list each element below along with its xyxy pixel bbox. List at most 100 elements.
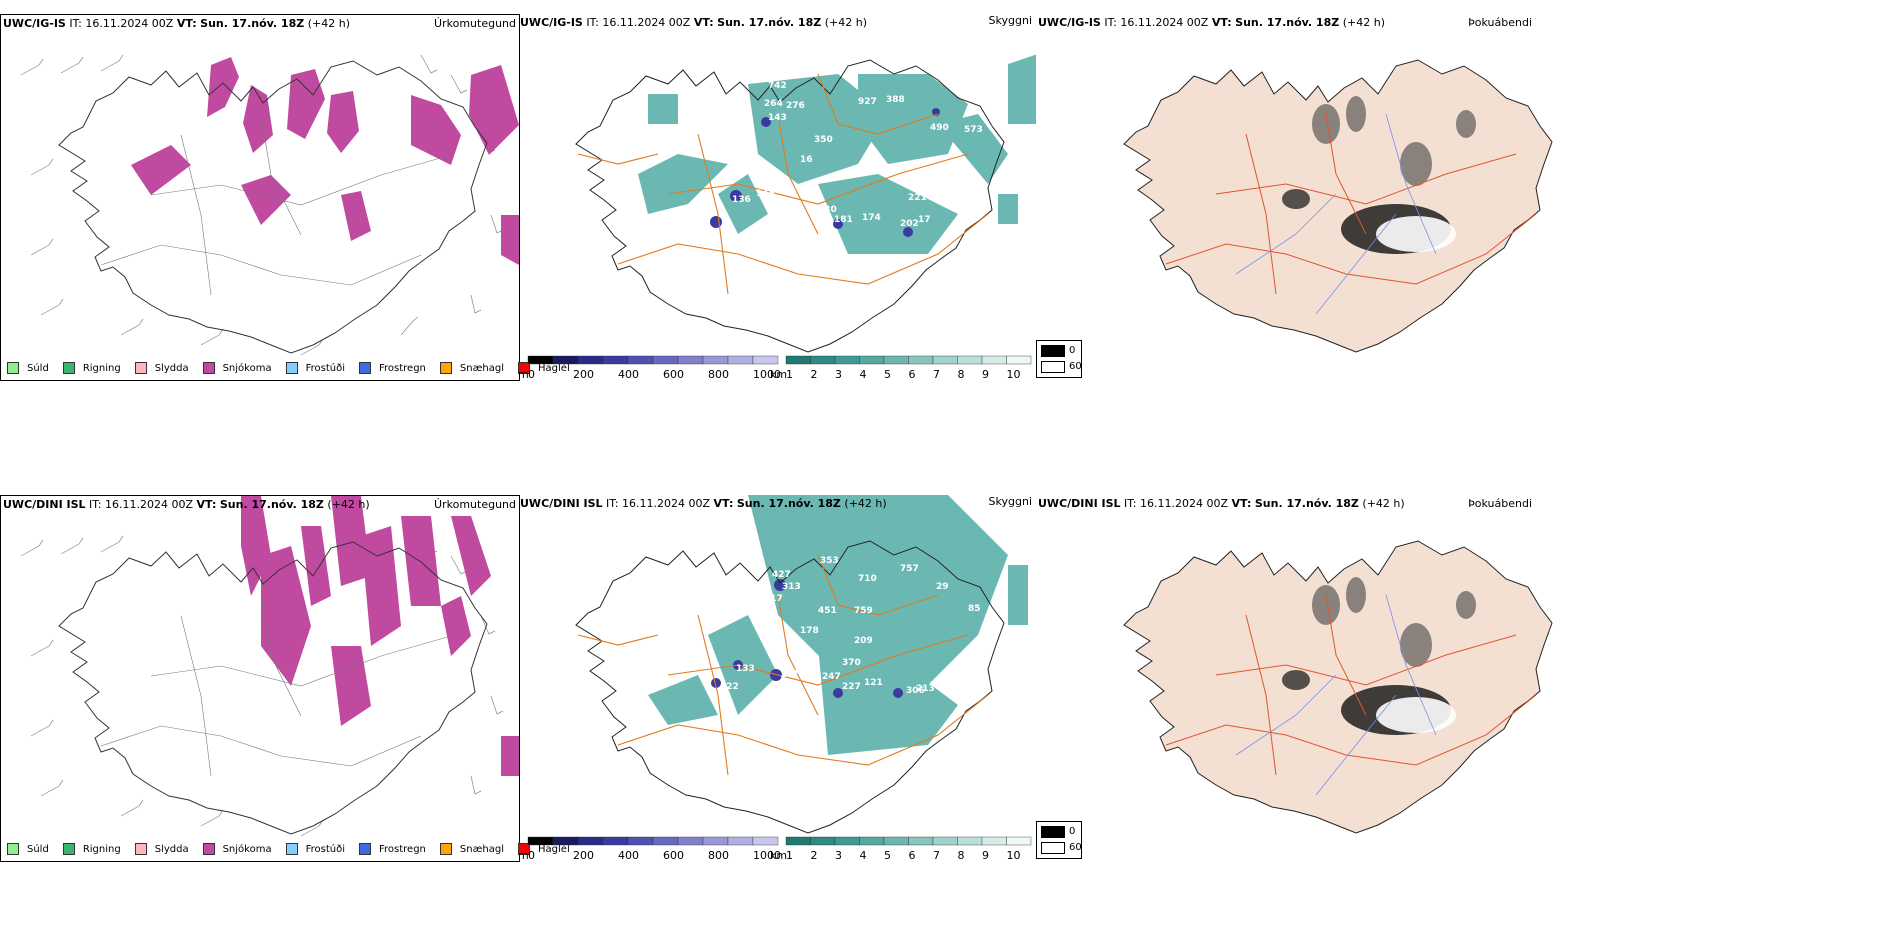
cloud-base-label: 221 [908,193,927,203]
km-tick: 8 [958,849,965,862]
cloud-base-label: 927 [858,97,877,107]
cloud-base-label: 742 [768,81,787,91]
cloud-base-label: 178 [800,626,819,636]
cloud-base-label: 353 [820,556,839,566]
header-top-fog: UWC/IG-IS IT: 16.11.2024 00Z VT: Sun. 17… [1038,16,1385,29]
legend-item: Frostregn [359,843,426,855]
cloud-base-label: 217 [764,594,783,604]
rivers [1235,113,1437,315]
legend-label: Frostregn [379,843,426,855]
cloud-base-label: 213 [916,684,935,694]
fog-map-top [1123,59,1553,353]
header-top-precip: UWC/IG-IS IT: 16.11.2024 00Z VT: Sun. 17… [3,17,350,30]
legend-label: Haglél [538,362,570,374]
legend-label: Frostúði [305,843,345,855]
cloud-base-label: 16 [800,155,813,165]
precip-title-top: Úrkomutegund [434,17,516,30]
legend-label: Frostregn [379,362,426,374]
legend-label: Rigning [82,843,121,855]
cloud-base-label: 451 [818,606,837,616]
legend-swatch [359,362,371,374]
header-bottom-cloud: UWC/DINI ISL IT: 16.11.2024 00Z VT: Sun.… [520,497,887,510]
cloud-base-label: 143 [768,113,787,123]
legend-label: Haglél [538,843,570,855]
fog-title-bottom: Þokuábendi [1468,497,1532,510]
legend-swatch [7,843,19,855]
m-unit: m [518,849,529,862]
cloud-panel-top: 742 264 276 143 350 927 388 490 573 136 145 330 181 1… [518,14,1036,381]
legend-label: Slydda [154,362,189,374]
legend-item: Haglél [518,362,570,374]
legend-label: Súld [27,362,49,374]
fog-title-top: Þokuábendi [1468,16,1532,29]
cloud-base-label: 490 [930,123,949,133]
legend-item: Slydda [134,362,189,374]
precip-legend-top: Súld Rigning Slydda Snjókoma Frostúði Frostre… [7,362,584,374]
glacier-fog [1282,189,1456,254]
km-tick: 1 [786,368,793,381]
km-tick: 7 [933,368,940,381]
legend-swatch [285,843,298,855]
cloud-base-label: 122 [720,682,739,692]
km-tick: 10 [1007,368,1021,381]
fog-legend-bottom: 0 60 [1036,821,1082,859]
legend-label: Snæhagl [459,843,505,855]
legend-item: Snæhagl [439,362,505,374]
roads [1165,113,1537,295]
km-tick: 6 [909,849,916,862]
m-tick: 200 [573,849,594,862]
km-tick: 9 [982,368,989,381]
precip-map-top [20,54,519,356]
km-tick: 4 [860,368,867,381]
cloud-base-label: 133 [736,664,755,674]
m-unit: m [518,368,529,381]
legend-label: Súld [27,843,49,855]
cloud-base-label: 173 [794,664,813,674]
m-tick: 0 [528,849,535,862]
km-tick: 3 [835,849,842,862]
m-tick: 400 [618,849,639,862]
roads [577,554,989,776]
cloud-title-top: Skyggni [988,14,1032,27]
cloud-base-label: 276 [786,101,805,111]
legend-label: Snæhagl [459,362,505,374]
m-tick: 1000 [753,368,781,381]
m-tick: 400 [618,368,639,381]
cloud-base-label: 85 [968,604,981,614]
cloud-base-label: 136 [732,195,751,205]
m-tick: 1000 [753,849,781,862]
km-tick: 7 [933,849,940,862]
legend-label: Snjókoma [222,362,272,374]
roads [1165,594,1537,776]
legend-swatch [202,843,215,855]
cloud-base-label: 330 [818,205,837,215]
legend-item: Haglél [518,843,570,855]
cloud-base-label: 264 [764,99,783,109]
legend-item: Frostúði [285,362,345,374]
legend-item: Súld [7,362,49,374]
snow-areas [241,496,519,776]
header-top-cloud: UWC/IG-IS IT: 16.11.2024 00Z VT: Sun. 17… [520,16,867,29]
precip-legend-bottom: Súld Rigning Slydda Snjókoma Frostúði Frostre… [7,843,584,855]
legend-item: Súld [7,843,49,855]
km-tick: 10 [1007,849,1021,862]
legend-item: Rigning [62,843,121,855]
precip-panel-top: UWC/IG-IS IT: 16.11.2024 00Z VT: Sun. 17… [0,14,570,381]
cloud-title-bottom: Skyggni [988,495,1032,508]
cloud-base-label: 350 [814,135,833,145]
cloud-base-label: 759 [854,606,873,616]
cloud-base-label: 17 [918,215,931,225]
legend-item: Rigning [62,362,121,374]
m-tick: 600 [663,368,684,381]
cloud-areas [638,54,1036,254]
precip-title-bottom: Úrkomutegund [434,498,516,511]
precip-map-bottom [20,496,519,837]
cloud-base-label: 121 [864,678,883,688]
roads [100,114,452,296]
cloud-areas [648,495,1028,755]
km-tick: 1 [786,849,793,862]
